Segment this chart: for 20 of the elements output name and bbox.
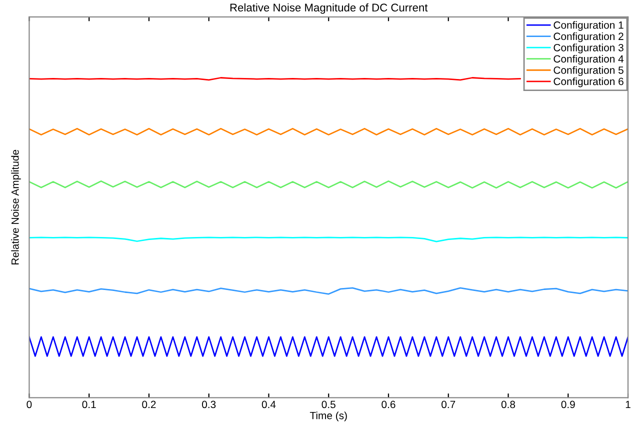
x-tick-label: 0 (26, 400, 32, 408)
x-tick-label: 0.9 (561, 400, 575, 408)
x-tick-label: 0.2 (142, 400, 156, 408)
x-tick-label: 0.7 (442, 400, 456, 408)
x-tick-label: 0.1 (82, 400, 96, 408)
legend-label: Configuration 5 (554, 66, 624, 76)
x-tick-label: 0.4 (262, 400, 276, 408)
legend-label: Configuration 6 (554, 77, 624, 88)
legend-label: Configuration 2 (554, 32, 624, 42)
legend-label: Configuration 3 (554, 44, 624, 54)
chart-title: Relative Noise Magnitude of DC Current (230, 3, 428, 14)
legend-label: Configuration 1 (554, 21, 624, 31)
x-tick-label: 0.8 (501, 400, 516, 408)
y-axis-title: Relative Noise Amplitude (11, 150, 21, 264)
legend-label: Configuration 4 (554, 54, 624, 65)
x-axis-title: Time (s) (310, 412, 347, 422)
x-tick-label: 0.3 (202, 400, 216, 408)
x-tick-label: 0.5 (322, 400, 336, 408)
x-tick-label: 1 (626, 400, 630, 408)
x-tick-label: 0.6 (382, 400, 396, 408)
